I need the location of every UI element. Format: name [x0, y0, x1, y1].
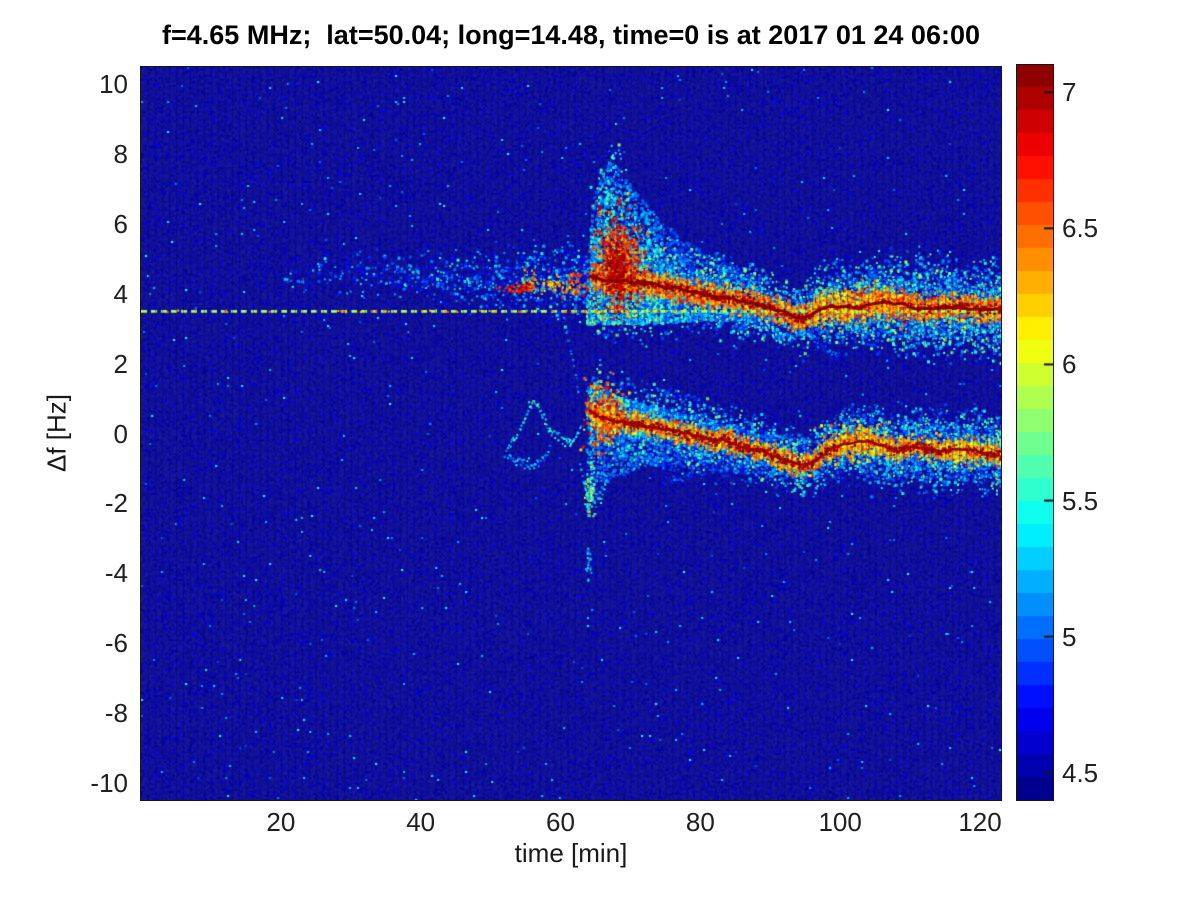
y-tick-label--2: -2: [104, 488, 128, 519]
x-tick-label-100: 100: [818, 807, 862, 837]
colorbar-tick-label-4.5: 4.5: [1062, 757, 1099, 788]
y-tick-label--10: -10: [90, 767, 128, 798]
y-tick-label-2: 2: [113, 348, 128, 379]
colorbar-tick-label-6: 6: [1062, 349, 1077, 380]
spectrogram-canvas: [141, 67, 1001, 800]
y-tick-label--8: -8: [104, 697, 128, 728]
x-tick-label-20: 20: [266, 807, 296, 837]
colorbar-tick-label-7: 7: [1062, 77, 1077, 108]
y-tick-label-0: 0: [113, 418, 128, 449]
colorbar-canvas: [1017, 65, 1053, 800]
colorbar: [1016, 64, 1054, 801]
y-tick-label-4: 4: [113, 278, 128, 309]
y-tick-label-6: 6: [113, 209, 128, 240]
y-tick-label--4: -4: [104, 558, 128, 589]
y-tick-label--6: -6: [104, 627, 128, 658]
colorbar-tick-label-5: 5: [1062, 621, 1077, 652]
plot-area: [140, 66, 1002, 801]
colorbar-tick-label-6.5: 6.5: [1062, 213, 1099, 244]
y-tick-label-10: 10: [99, 69, 128, 100]
chart-title: f=4.65 MHz; lat=50.04; long=14.48, time=…: [162, 20, 980, 50]
x-tick-label-80: 80: [685, 807, 715, 837]
y-tick-label-8: 8: [113, 139, 128, 170]
x-tick-label-40: 40: [406, 807, 436, 837]
x-tick-label-60: 60: [546, 807, 575, 837]
x-axis-label: time [min]: [514, 838, 628, 868]
colorbar-tick-label-5.5: 5.5: [1062, 485, 1099, 516]
x-tick-label-120: 120: [958, 807, 1002, 837]
